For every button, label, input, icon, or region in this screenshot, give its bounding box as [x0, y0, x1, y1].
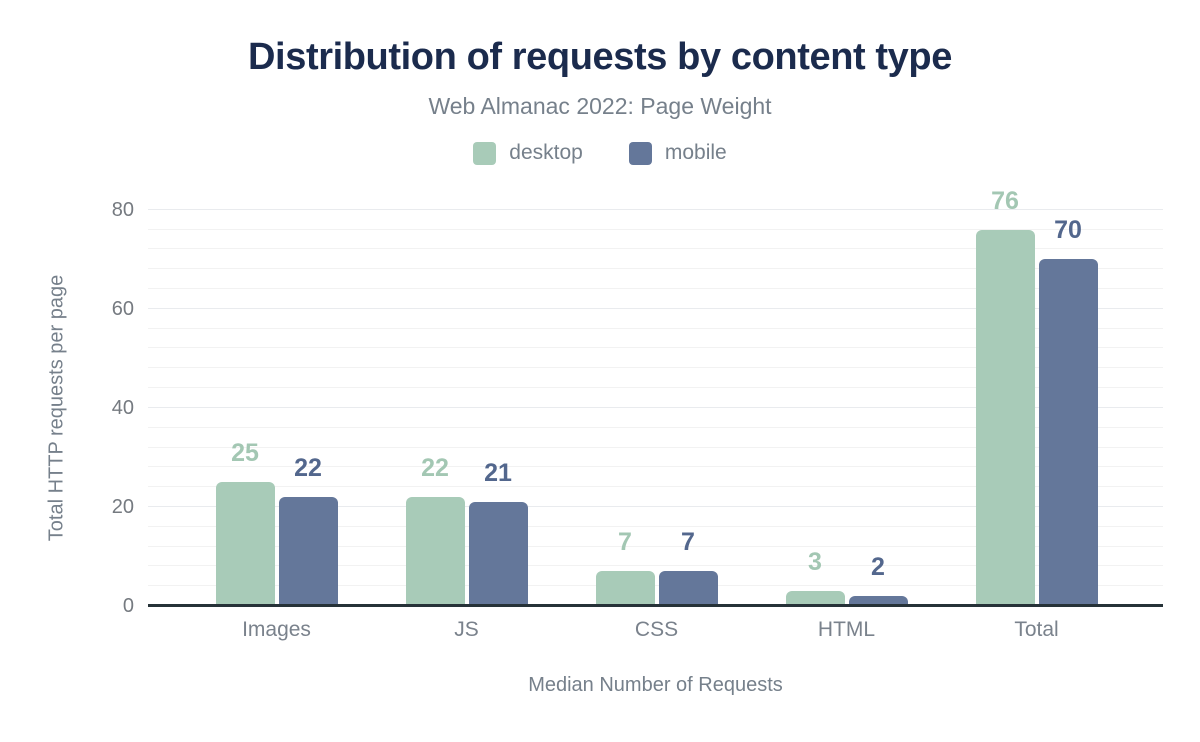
bar-mobile: [278, 497, 338, 606]
bar-desktop: [975, 229, 1035, 606]
gridline: [148, 228, 1163, 230]
chart-subtitle: Web Almanac 2022: Page Weight: [428, 93, 772, 119]
x-tick-label: JS: [454, 618, 479, 641]
value-label-desktop: 25: [231, 439, 259, 468]
legend: desktop mobile: [0, 141, 1200, 165]
y-tick-label: 40: [111, 396, 134, 419]
gridline: [148, 426, 1163, 428]
gridline: [148, 525, 1163, 527]
x-axis-labels: Images JS CSS HTML Total: [148, 618, 1163, 648]
value-label-mobile: 7: [681, 528, 695, 557]
x-tick-label: HTML: [817, 618, 876, 641]
bar-mobile: [1038, 259, 1098, 606]
legend-item-desktop: desktop: [473, 141, 583, 165]
gridline: [148, 446, 1163, 448]
gridline: [148, 585, 1163, 587]
bar-desktop: [595, 571, 655, 606]
bar-mobile: [658, 571, 718, 606]
x-axis-title: Median Number of Requests: [528, 674, 783, 696]
value-label-desktop: 22: [421, 454, 449, 483]
gridline: [148, 327, 1163, 329]
value-label-desktop: 3: [808, 548, 822, 577]
x-tick-label: Total: [1014, 618, 1059, 641]
legend-label-mobile: mobile: [664, 141, 727, 164]
y-tick-label: 80: [111, 198, 134, 221]
gridline: [148, 565, 1163, 567]
y-axis-ticks: 0 20 40 60 80: [0, 190, 134, 616]
gridline: [148, 307, 1163, 309]
gridline: [148, 208, 1163, 210]
chart-title: Distribution of requests by content type: [248, 36, 952, 78]
gridline: [148, 545, 1163, 547]
gridline: [148, 505, 1163, 507]
bar-desktop: [785, 591, 845, 606]
bar-desktop: [215, 482, 275, 606]
value-label-mobile: 70: [1054, 216, 1082, 245]
y-tick-label: 60: [111, 297, 134, 320]
legend-item-mobile: mobile: [628, 141, 727, 165]
plot-area: 25 22 22 21 7 7 3 2 76 70: [148, 186, 1163, 607]
legend-label-desktop: desktop: [509, 141, 583, 164]
y-tick-label: 0: [122, 595, 134, 617]
gridline: [148, 347, 1163, 349]
value-label-desktop: 7: [618, 528, 632, 557]
value-label-mobile: 2: [871, 553, 885, 582]
x-tick-label: CSS: [634, 618, 679, 641]
gridline: [148, 288, 1163, 290]
bar-mobile: [848, 596, 908, 606]
gridline: [148, 387, 1163, 389]
mobile-swatch-icon: [628, 141, 652, 165]
x-axis-line: [148, 604, 1163, 607]
gridline: [148, 248, 1163, 250]
bar-desktop: [405, 497, 465, 606]
desktop-swatch-icon: [473, 141, 497, 165]
value-label-desktop: 76: [991, 186, 1019, 215]
x-tick-label: Images: [242, 618, 311, 641]
gridline: [148, 268, 1163, 270]
gridline: [148, 486, 1163, 488]
gridline: [148, 406, 1163, 408]
gridline: [148, 466, 1163, 468]
bar-mobile: [468, 502, 528, 606]
gridline: [148, 367, 1163, 369]
y-tick-label: 20: [111, 495, 134, 518]
value-label-mobile: 22: [294, 454, 322, 483]
value-label-mobile: 21: [484, 459, 512, 487]
